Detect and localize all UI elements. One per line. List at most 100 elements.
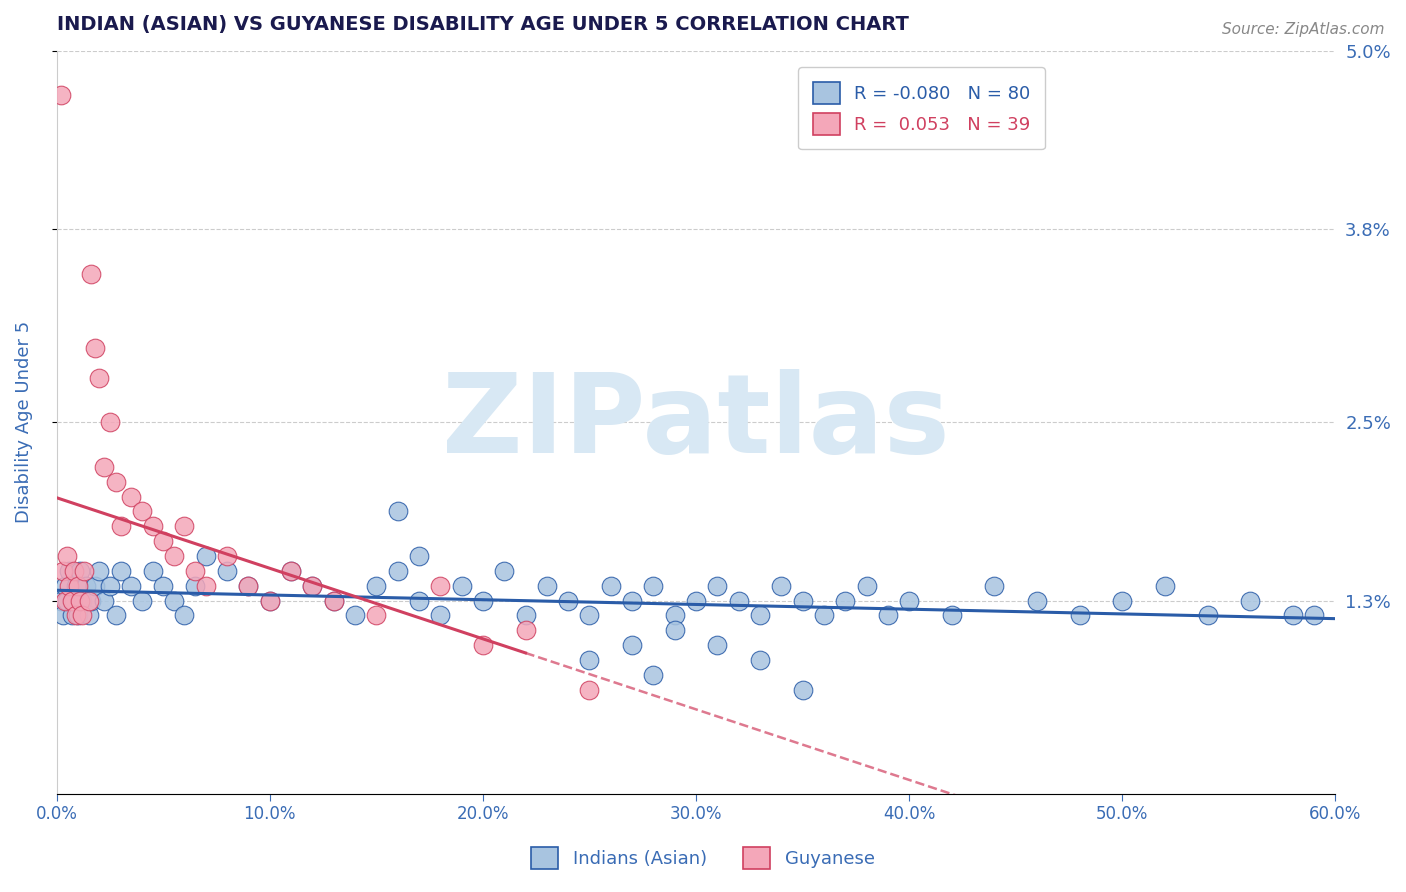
Point — [52, 608, 75, 623]
Point — [792, 593, 814, 607]
Point — [69, 593, 91, 607]
Point — [66, 608, 89, 623]
Point — [515, 608, 537, 623]
Point — [706, 638, 728, 652]
Point — [343, 608, 366, 623]
Point — [184, 579, 207, 593]
Point — [53, 579, 76, 593]
Point — [62, 593, 84, 607]
Point — [75, 579, 97, 593]
Point — [876, 608, 898, 623]
Point — [89, 370, 111, 384]
Point — [60, 593, 83, 607]
Point — [152, 534, 174, 549]
Point — [621, 638, 644, 652]
Point — [93, 593, 115, 607]
Point — [163, 593, 186, 607]
Point — [429, 579, 451, 593]
Point — [1239, 593, 1261, 607]
Point — [62, 564, 84, 578]
Point — [238, 579, 260, 593]
Point — [69, 564, 91, 578]
Point — [578, 653, 600, 667]
Point — [536, 579, 558, 593]
Point — [1026, 593, 1049, 607]
Point — [105, 475, 128, 489]
Point — [664, 624, 686, 638]
Point — [643, 668, 665, 682]
Point — [792, 682, 814, 697]
Point — [770, 579, 793, 593]
Point — [49, 593, 72, 607]
Point — [131, 504, 153, 518]
Point — [366, 579, 388, 593]
Point — [664, 608, 686, 623]
Point — [429, 608, 451, 623]
Point — [599, 579, 621, 593]
Point — [322, 593, 344, 607]
Point — [89, 564, 111, 578]
Text: ZIPatlas: ZIPatlas — [441, 368, 950, 475]
Point — [387, 504, 409, 518]
Point — [301, 579, 323, 593]
Point — [706, 579, 728, 593]
Point — [1154, 579, 1177, 593]
Point — [855, 579, 877, 593]
Point — [578, 682, 600, 697]
Point — [941, 608, 963, 623]
Point — [727, 593, 749, 607]
Point — [387, 564, 409, 578]
Point — [834, 593, 856, 607]
Point — [70, 608, 93, 623]
Point — [52, 564, 75, 578]
Point — [643, 579, 665, 593]
Legend: Indians (Asian), Guyanese: Indians (Asian), Guyanese — [524, 839, 882, 876]
Point — [80, 593, 103, 607]
Point — [259, 593, 281, 607]
Point — [173, 519, 195, 533]
Point — [813, 608, 835, 623]
Point — [173, 608, 195, 623]
Point — [280, 564, 302, 578]
Point — [621, 593, 644, 607]
Point — [238, 579, 260, 593]
Point — [217, 549, 239, 563]
Point — [450, 579, 472, 593]
Point — [73, 564, 96, 578]
Point — [131, 593, 153, 607]
Point — [65, 608, 87, 623]
Point — [280, 564, 302, 578]
Point — [1197, 608, 1219, 623]
Point — [105, 608, 128, 623]
Point — [56, 593, 79, 607]
Point — [1069, 608, 1091, 623]
Point — [56, 549, 79, 563]
Point — [983, 579, 1005, 593]
Point — [685, 593, 707, 607]
Point — [163, 549, 186, 563]
Point — [80, 267, 103, 281]
Point — [259, 593, 281, 607]
Point — [58, 579, 80, 593]
Point — [98, 415, 121, 429]
Point — [120, 490, 142, 504]
Point — [84, 341, 107, 355]
Point — [70, 593, 93, 607]
Point — [366, 608, 388, 623]
Point — [494, 564, 516, 578]
Point — [578, 608, 600, 623]
Point — [65, 579, 87, 593]
Text: INDIAN (ASIAN) VS GUYANESE DISABILITY AGE UNDER 5 CORRELATION CHART: INDIAN (ASIAN) VS GUYANESE DISABILITY AG… — [56, 15, 908, 34]
Point — [471, 593, 494, 607]
Point — [515, 624, 537, 638]
Point — [898, 593, 921, 607]
Point — [184, 564, 207, 578]
Point — [194, 579, 217, 593]
Point — [77, 593, 100, 607]
Point — [408, 593, 430, 607]
Point — [141, 564, 163, 578]
Point — [557, 593, 579, 607]
Y-axis label: Disability Age Under 5: Disability Age Under 5 — [15, 321, 32, 524]
Point — [1281, 608, 1303, 623]
Point — [749, 653, 772, 667]
